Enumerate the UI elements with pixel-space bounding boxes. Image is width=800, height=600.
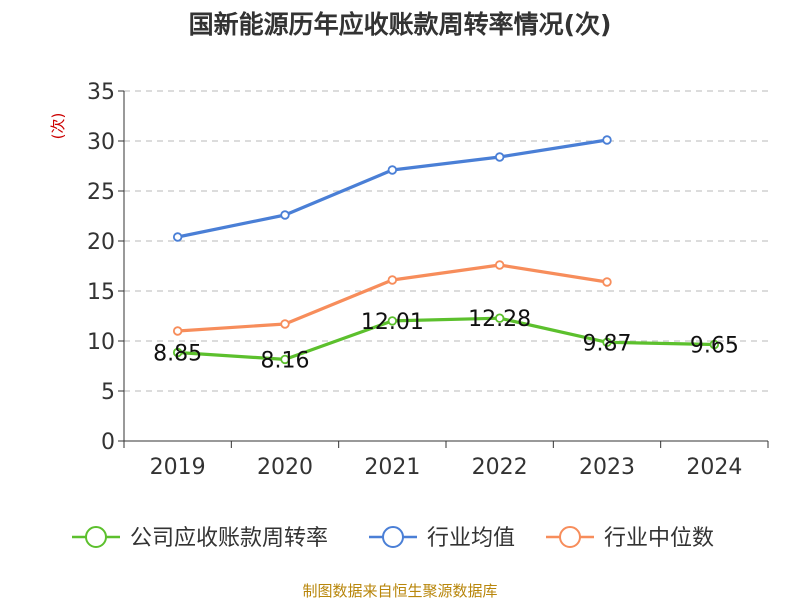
x-tick-label: 2023	[579, 455, 635, 480]
y-tick-label: 25	[87, 180, 115, 205]
data-point	[387, 275, 398, 285]
data-label: 9.87	[583, 331, 632, 356]
data-label: 12.01	[361, 310, 424, 335]
data-point	[602, 277, 612, 287]
x-tick-label: 2022	[472, 455, 528, 480]
legend-marker	[85, 526, 107, 548]
data-point	[280, 354, 290, 365]
data-point	[494, 152, 505, 162]
data-point	[387, 316, 398, 326]
legend-marker	[559, 526, 581, 548]
series-lines	[172, 135, 720, 365]
x-tick-label: 2020	[257, 455, 313, 480]
series-line	[177, 316, 715, 361]
data-label: 8.85	[153, 342, 202, 367]
legend-label: 行业中位数	[604, 526, 714, 551]
data-point	[494, 260, 505, 270]
y-tick-label: 35	[87, 80, 115, 105]
legend-label: 行业均值	[427, 526, 515, 551]
series-line	[177, 138, 608, 239]
y-tick-label: 20	[87, 230, 115, 255]
data-point	[172, 347, 183, 358]
data-labels: 8.85 8.16 12.01 12.28 9.87 9.65	[153, 307, 739, 373]
axes: 0 5 10 15 20 25 30 35 2019 2020 2021 2022 2023 2024	[87, 80, 769, 480]
y-tick-label: 15	[87, 280, 115, 305]
chart-title: 国新能源历年应收账款周转率情况(次)	[189, 10, 612, 39]
x-tick-label: 2021	[364, 455, 420, 480]
y-tick-label: 0	[101, 430, 115, 455]
y-tick-label: 5	[101, 380, 115, 405]
legend: 公司应收账款周转率 行业均值 行业中位数	[72, 526, 714, 551]
x-tick-label: 2024	[686, 455, 742, 480]
gridlines	[124, 90, 768, 392]
data-point	[280, 319, 290, 329]
data-point	[709, 339, 720, 350]
source-note: 制图数据来自恒生聚源数据库	[302, 582, 497, 600]
data-label: 8.16	[261, 348, 310, 373]
data-point	[602, 337, 612, 347]
data-point	[172, 232, 183, 242]
data-point	[494, 313, 505, 323]
x-tick-label: 2019	[150, 455, 206, 480]
y-tick-label: 10	[87, 330, 115, 355]
data-label: 9.65	[690, 334, 739, 359]
y-axis-label: (次)	[49, 113, 67, 140]
data-point	[172, 326, 183, 336]
y-tick-label: 30	[87, 130, 115, 155]
data-label: 12.28	[468, 307, 531, 332]
data-point	[602, 135, 612, 145]
data-point	[387, 165, 398, 175]
legend-label: 公司应收账款周转率	[130, 526, 328, 551]
legend-marker	[382, 526, 404, 548]
data-point	[280, 210, 290, 220]
